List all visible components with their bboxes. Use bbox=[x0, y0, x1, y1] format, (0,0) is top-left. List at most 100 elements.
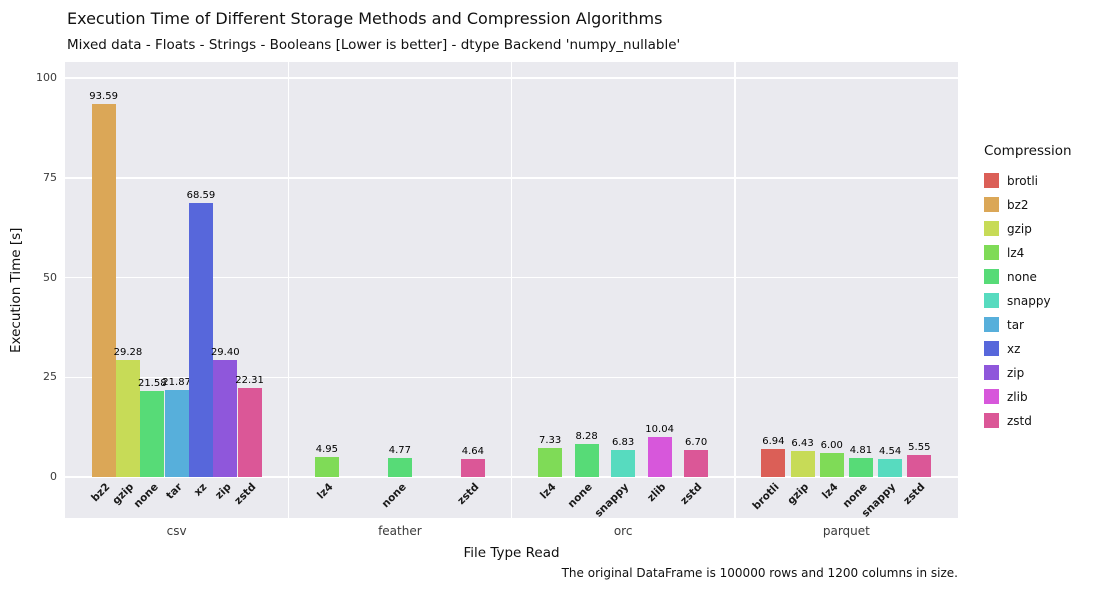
legend-label: xz bbox=[1007, 341, 1021, 356]
bar-value-label: 29.40 bbox=[210, 346, 240, 358]
legend-swatch bbox=[984, 197, 999, 212]
y-tick-label: 0 bbox=[50, 470, 57, 483]
bar-parquet-snappy[interactable]: 4.54 snappy bbox=[860, 446, 903, 520]
legend-swatch bbox=[984, 173, 999, 188]
compression-tick-label: zlib bbox=[644, 481, 669, 505]
bar-csv-zip[interactable]: 29.40 zip bbox=[211, 347, 240, 502]
file-type-label-csv: csv bbox=[166, 524, 187, 538]
legend-swatch bbox=[984, 413, 999, 428]
bar-value-label: 4.81 bbox=[849, 444, 873, 456]
page-title: Execution Time of Different Storage Meth… bbox=[67, 9, 663, 28]
bar-value-label: 21.58 bbox=[137, 377, 167, 389]
bar-csv-gzip[interactable]: 29.28 gzip bbox=[110, 347, 142, 507]
bar-csv-xz[interactable]: 68.59 xz bbox=[187, 190, 216, 498]
bar-csv-none[interactable]: 21.58 none bbox=[132, 378, 167, 510]
compression-tick-label: zip bbox=[213, 481, 234, 502]
y-tick-label: 50 bbox=[43, 270, 57, 284]
bar-group-feather: 4.95 lz4 4.77 none 4.64 zstd bbox=[315, 62, 485, 510]
bar-orc-lz4[interactable]: 7.33 lz4 bbox=[538, 435, 563, 502]
bar-orc-none[interactable]: 8.28 none bbox=[566, 431, 599, 510]
bar-feather-none[interactable]: 4.77 none bbox=[379, 445, 412, 510]
legend: Compression brotli bz2 gzip lz4 none snappy ta… bbox=[984, 143, 1072, 437]
y-axis-title: Execution Time [s] bbox=[8, 227, 24, 353]
legend-entry-lz4[interactable]: lz4 bbox=[984, 245, 1072, 260]
page-subtitle: Mixed data - Floats - Strings - Booleans… bbox=[67, 37, 681, 53]
bar-parquet-none[interactable]: 4.81 none bbox=[840, 445, 873, 510]
file-type-label-orc: orc bbox=[613, 524, 633, 538]
bar-orc-snappy[interactable]: 6.83 snappy bbox=[593, 437, 636, 520]
bar-parquet-lz4[interactable]: 6.00 lz4 bbox=[820, 440, 844, 502]
legend-entry-zip[interactable]: zip bbox=[984, 365, 1072, 380]
legend-swatch bbox=[984, 341, 999, 356]
group-separator bbox=[510, 62, 513, 518]
group-separator bbox=[287, 62, 289, 518]
bar-feather-lz4[interactable]: 4.95 lz4 bbox=[315, 444, 339, 502]
y-tick-label: 25 bbox=[43, 370, 57, 384]
bar-parquet-brotli[interactable]: 6.94 brotli bbox=[751, 436, 786, 512]
bar-value-label: 68.59 bbox=[186, 190, 216, 202]
bar-feather-zstd[interactable]: 4.64 zstd bbox=[455, 446, 485, 507]
bar-value-label: 22.31 bbox=[235, 374, 264, 386]
compression-tick-label: xz bbox=[191, 481, 210, 499]
legend-entry-brotli[interactable]: brotli bbox=[984, 173, 1072, 188]
legend-entry-bz2[interactable]: bz2 bbox=[984, 197, 1072, 212]
bar-value-label: 29.28 bbox=[113, 347, 143, 359]
y-tick-label: 75 bbox=[43, 170, 57, 184]
legend-entry-xz[interactable]: xz bbox=[984, 341, 1072, 356]
bar-value-label: 5.55 bbox=[908, 441, 931, 453]
compression-tick-label: brotli bbox=[750, 481, 782, 513]
plot-area: 93.59 bz2 29.28 gzip 21.58 none 21.87 tar 68.59 x… bbox=[65, 62, 958, 520]
legend-swatch bbox=[984, 221, 999, 236]
legend-entries: brotli bz2 gzip lz4 none snappy tar xz zip zlib zs… bbox=[984, 173, 1072, 428]
legend-label: zlib bbox=[1007, 389, 1028, 404]
bar-value-label: 10.04 bbox=[645, 423, 674, 435]
group-separator bbox=[734, 62, 736, 518]
bar-orc-zstd[interactable]: 6.70 zstd bbox=[679, 437, 709, 507]
compression-tick-label: gzip bbox=[785, 481, 812, 507]
bar-csv-tar[interactable]: 21.87 tar bbox=[162, 377, 191, 502]
bar-value-label: 6.70 bbox=[684, 437, 708, 449]
compression-tick-label: tar bbox=[164, 481, 186, 502]
compression-tick-label: none bbox=[565, 481, 596, 511]
legend-swatch bbox=[984, 365, 999, 380]
legend-label: gzip bbox=[1007, 221, 1032, 236]
legend-label: zip bbox=[1007, 365, 1025, 380]
legend-entry-zstd[interactable]: zstd bbox=[984, 413, 1072, 428]
legend-label: bz2 bbox=[1007, 197, 1029, 212]
legend-entry-zlib[interactable]: zlib bbox=[984, 389, 1072, 404]
bar-value-label: 6.94 bbox=[762, 436, 785, 448]
compression-tick-label: zstd bbox=[231, 481, 259, 508]
bar-parquet-zstd[interactable]: 5.55 zstd bbox=[902, 442, 932, 507]
bar-value-label: 6.83 bbox=[611, 436, 635, 448]
bar-csv-zstd[interactable]: 22.31 zstd bbox=[232, 375, 264, 507]
bar-parquet-gzip[interactable]: 6.43 gzip bbox=[785, 438, 815, 507]
compression-tick-label: zstd bbox=[455, 481, 482, 508]
bar-value-label: 93.59 bbox=[89, 90, 118, 102]
compression-tick-label: none bbox=[379, 481, 409, 511]
compression-tick-label: snappy bbox=[592, 481, 632, 520]
file-type-label-parquet: parquet bbox=[822, 524, 870, 538]
legend-label: snappy bbox=[1007, 293, 1051, 308]
bar-group-csv: 93.59 bz2 29.28 gzip 21.58 none 21.87 tar 68.59 x… bbox=[89, 62, 264, 511]
bar-group-orc: 7.33 lz4 8.28 none 6.83 snappy 10.04 zlib 6.70 zs… bbox=[538, 62, 709, 520]
compression-tick-label: lz4 bbox=[538, 481, 559, 502]
legend-label: tar bbox=[1007, 317, 1024, 332]
legend-swatch bbox=[984, 389, 999, 404]
legend-swatch bbox=[984, 293, 999, 308]
bar-csv-bz2[interactable]: 93.59 bz2 bbox=[89, 91, 118, 505]
compression-tick-label: none bbox=[131, 481, 161, 511]
legend-entry-tar[interactable]: tar bbox=[984, 317, 1072, 332]
compression-tick-label: lz4 bbox=[819, 481, 841, 502]
bar-orc-zlib[interactable]: 10.04 zlib bbox=[645, 424, 674, 504]
bar-value-label: 4.77 bbox=[388, 444, 412, 456]
bar-value-label: 6.43 bbox=[791, 438, 814, 450]
legend-label: brotli bbox=[1007, 173, 1039, 188]
bar-value-label: 7.33 bbox=[538, 434, 562, 446]
bar-value-label: 8.28 bbox=[575, 430, 598, 442]
legend-entry-gzip[interactable]: gzip bbox=[984, 221, 1072, 236]
legend-entry-snappy[interactable]: snappy bbox=[984, 293, 1072, 308]
legend-entry-none[interactable]: none bbox=[984, 269, 1072, 284]
x-axis-title: File Type Read bbox=[463, 545, 560, 561]
legend-label: none bbox=[1007, 269, 1037, 284]
